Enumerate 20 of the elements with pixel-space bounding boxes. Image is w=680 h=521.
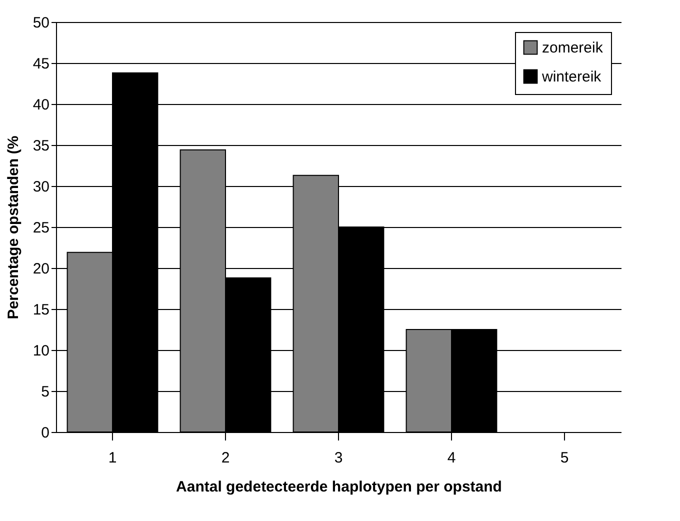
y-tick-label: 10 bbox=[32, 342, 50, 360]
y-tick-label: 5 bbox=[41, 384, 50, 400]
y-tick-label: 15 bbox=[32, 302, 50, 318]
y-axis-title: Percentage opstanden (% bbox=[4, 136, 22, 320]
y-tick-label: 20 bbox=[32, 260, 50, 278]
x-axis-title: Aantal gedetecteerde haplotypen per opstand bbox=[176, 478, 502, 496]
x-tick-label: 3 bbox=[334, 450, 343, 466]
x-tick-label: 2 bbox=[221, 450, 230, 466]
legend-label: zomereik bbox=[542, 40, 604, 56]
y-tick-label: 35 bbox=[32, 138, 50, 154]
y-tick-label: 25 bbox=[32, 220, 50, 236]
y-tick-label: 50 bbox=[32, 14, 50, 32]
y-tick-label: 40 bbox=[32, 96, 50, 114]
y-tick-label: 45 bbox=[32, 56, 50, 72]
x-tick-label: 5 bbox=[560, 450, 569, 466]
y-tick-label: 0 bbox=[41, 424, 50, 442]
x-tick-label: 1 bbox=[108, 450, 117, 466]
legend-label: wintereik bbox=[541, 68, 602, 86]
x-tick-label: 4 bbox=[447, 450, 456, 466]
y-tick-label: 30 bbox=[32, 178, 50, 196]
